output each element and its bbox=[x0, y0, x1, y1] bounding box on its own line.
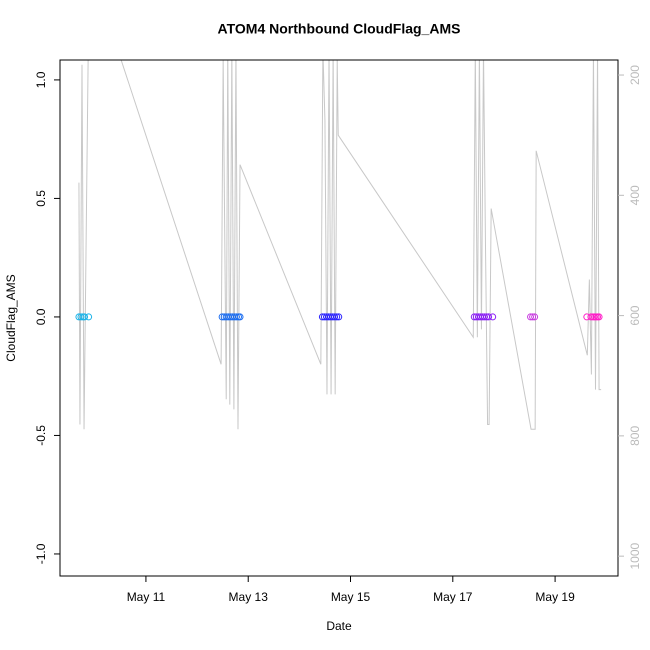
y-tick-label: -0.5 bbox=[34, 425, 48, 446]
y2-tick-label: 200 bbox=[628, 65, 642, 85]
point bbox=[489, 313, 497, 321]
y2-tick-label: 800 bbox=[628, 426, 642, 446]
x-tick-label: May 17 bbox=[433, 590, 473, 604]
point bbox=[527, 313, 535, 321]
y2-tick-label: 600 bbox=[628, 305, 642, 325]
x-tick-label: May 15 bbox=[331, 590, 371, 604]
point bbox=[595, 313, 603, 321]
y-tick-label: 1.0 bbox=[34, 71, 48, 88]
y-tick-label: -1.0 bbox=[34, 543, 48, 564]
y2-tick-label: 1000 bbox=[628, 542, 642, 569]
point bbox=[81, 313, 89, 321]
point bbox=[232, 313, 240, 321]
point bbox=[333, 313, 341, 321]
plot-frame bbox=[59, 59, 619, 577]
x-tick-label: May 11 bbox=[127, 590, 166, 604]
point bbox=[85, 313, 93, 321]
point bbox=[485, 313, 493, 321]
point bbox=[331, 313, 339, 321]
plot-area bbox=[75, 60, 603, 430]
point bbox=[77, 313, 85, 321]
point bbox=[531, 313, 539, 321]
chart-title: ATOM4 Northbound CloudFlag_AMS bbox=[218, 21, 461, 37]
y-tick-label: 0.5 bbox=[34, 190, 48, 207]
x-axis-label: Date bbox=[326, 619, 352, 633]
y2-tick-label: 400 bbox=[628, 185, 642, 205]
y-axis-label: CloudFlag_AMS bbox=[4, 274, 18, 361]
point bbox=[481, 313, 489, 321]
point bbox=[335, 313, 343, 321]
point bbox=[587, 313, 595, 321]
line bbox=[78, 60, 602, 430]
x-tick-label: May 19 bbox=[535, 590, 575, 604]
point bbox=[529, 313, 537, 321]
point bbox=[236, 313, 244, 321]
y-tick-label: 0.0 bbox=[34, 308, 48, 325]
x-tick-label: May 13 bbox=[229, 590, 269, 604]
